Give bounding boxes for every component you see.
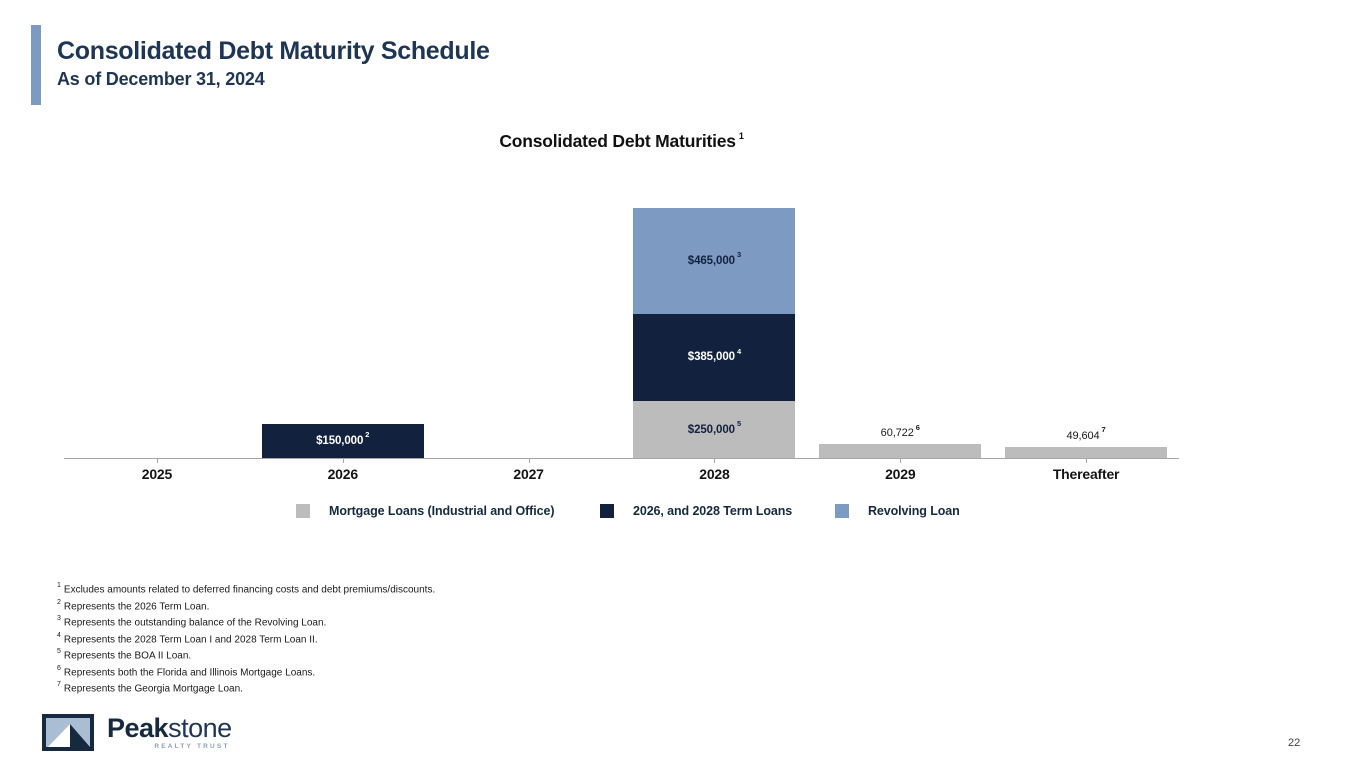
brand-name-light: stone — [168, 713, 232, 743]
header: Consolidated Debt Maturity Schedule As o… — [57, 36, 490, 90]
legend-label: Mortgage Loans (Industrial and Office) — [329, 503, 555, 518]
footnotes: 1 Excludes amounts related to deferred fi… — [57, 580, 435, 696]
x-axis-label-Thereafter: Thereafter — [1052, 466, 1120, 482]
bar-segment-2028-series0 — [633, 401, 796, 458]
brand-tagline: REALTY TRUST — [154, 743, 230, 750]
x-axis-tick — [156, 459, 158, 463]
bar-value-label: 60,722 6 — [880, 422, 920, 440]
brand-name-bold: Peak — [107, 713, 169, 743]
legend-item: Revolving Loan — [835, 503, 960, 518]
bar-segment-2028-series1 — [633, 313, 796, 402]
footnote-6: 6 Represents both the Florida and Illinoi… — [57, 664, 316, 678]
bar-value-label: $385,000 4 — [687, 346, 742, 364]
legend-swatch — [600, 503, 614, 518]
page-title: Consolidated Debt Maturity Schedule — [57, 37, 490, 65]
legend-label: 2026, and 2028 Term Loans — [633, 503, 793, 518]
peakstone-logo-icon — [42, 714, 94, 751]
page-number: 22 — [1288, 737, 1301, 749]
peakstone-wordmark: Peakstone REALTY TRUST — [107, 714, 232, 750]
bar-segment-2028-series2 — [633, 208, 796, 314]
x-axis-label-2026: 2026 — [327, 466, 359, 482]
footnote-5: 5 Represents the BOA II Loan. — [57, 648, 192, 662]
plot-area: $150,000 2 $465,000 3 $385,000 4 $250,000 5 60,7… — [64, 208, 1179, 458]
legend-label: Revolving Loan — [868, 503, 960, 518]
legend-swatch — [835, 503, 849, 518]
bar-value-label: 49,604 7 — [1066, 425, 1106, 442]
bar-segment-2029-series0 — [819, 444, 982, 458]
bar-value-label: $150,000 2 — [316, 430, 370, 447]
bar-segment-Thereafter-series0 — [1005, 446, 1168, 458]
header-accent-bar — [31, 25, 41, 105]
footnote-3: 3 Represents the outstanding balance of t… — [57, 615, 327, 629]
footnote-2: 2 Represents the 2026 Term Loan. — [57, 598, 210, 612]
chart-title-text: Consolidated Debt Maturities — [499, 131, 736, 151]
page-subtitle: As of December 31, 2024 — [57, 69, 265, 89]
x-axis-tick — [714, 459, 716, 463]
x-axis-label-2029: 2029 — [885, 466, 916, 482]
legend-item: 2026, and 2028 Term Loans — [600, 503, 792, 518]
x-axis-line — [64, 458, 1179, 459]
footnote-4: 4 Represents the 2028 Term Loan I and 202… — [57, 631, 318, 645]
x-axis-label-2027: 2027 — [513, 466, 544, 482]
x-axis-tick — [1086, 459, 1088, 463]
legend-item: Mortgage Loans (Industrial and Office) — [296, 503, 554, 518]
chart-title-footnote-ref: 1 — [738, 131, 744, 142]
bar-value-label: $250,000 5 — [687, 419, 742, 436]
legend-swatch — [296, 503, 310, 518]
footnote-7: 7 Represents the Georgia Mortgage Loan. — [57, 681, 243, 695]
x-axis-tick — [528, 459, 530, 463]
footnote-1: 1 Excludes amounts related to deferred fi… — [57, 582, 436, 596]
bar-value-label: $465,000 3 — [687, 250, 742, 267]
chart-title: Consolidated Debt Maturities 1 — [64, 131, 1179, 152]
x-axis-label-2025: 2025 — [141, 466, 173, 482]
peakstone-logo: Peakstone REALTY TRUST — [42, 714, 232, 751]
x-axis-tick — [900, 459, 902, 463]
x-axis-label-2028: 2028 — [699, 466, 730, 482]
bar-segment-2026-series1 — [261, 423, 424, 458]
x-axis-tick — [342, 459, 344, 463]
